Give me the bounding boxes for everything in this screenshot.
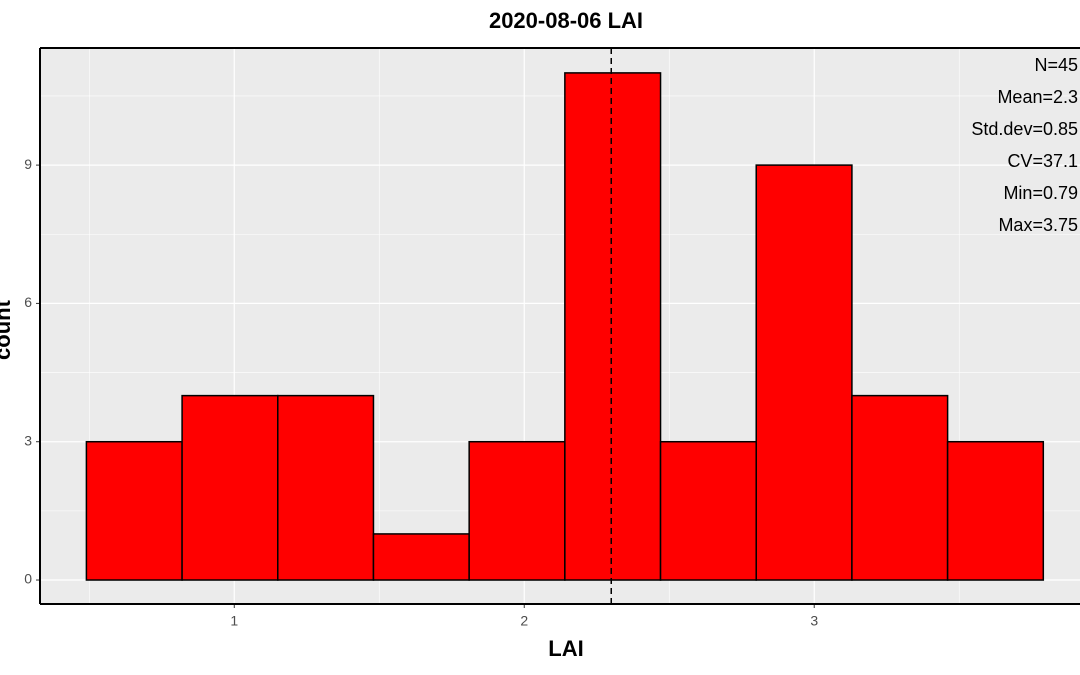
bar [946, 440, 1045, 581]
x-tick-label: 2 [520, 613, 528, 629]
bar [564, 72, 662, 581]
y-tick-label: 9 [24, 156, 32, 172]
bar [851, 394, 949, 581]
y-tick-label: 6 [24, 294, 32, 310]
stat-annotation: Mean=2.3 [997, 87, 1078, 107]
bar [468, 440, 566, 581]
y-tick-label: 0 [24, 571, 32, 587]
x-axis-label: LAI [548, 636, 583, 661]
bar [659, 440, 757, 581]
bar [277, 394, 375, 581]
stat-annotation: N=45 [1034, 55, 1078, 75]
x-tick-label: 1 [230, 613, 238, 629]
stat-annotation: CV=37.1 [1007, 151, 1078, 171]
bar [181, 394, 279, 581]
chart-title: 2020-08-06 LAI [489, 8, 643, 33]
stat-annotation: Min=0.79 [1003, 183, 1078, 203]
bar [85, 440, 183, 581]
bar [755, 164, 853, 581]
stat-annotation: Max=3.75 [998, 215, 1078, 235]
x-tick-label: 3 [810, 613, 818, 629]
y-axis-label: count [0, 299, 15, 360]
y-tick-label: 3 [24, 432, 32, 448]
stat-annotation: Std.dev=0.85 [971, 119, 1078, 139]
bar [372, 533, 470, 581]
